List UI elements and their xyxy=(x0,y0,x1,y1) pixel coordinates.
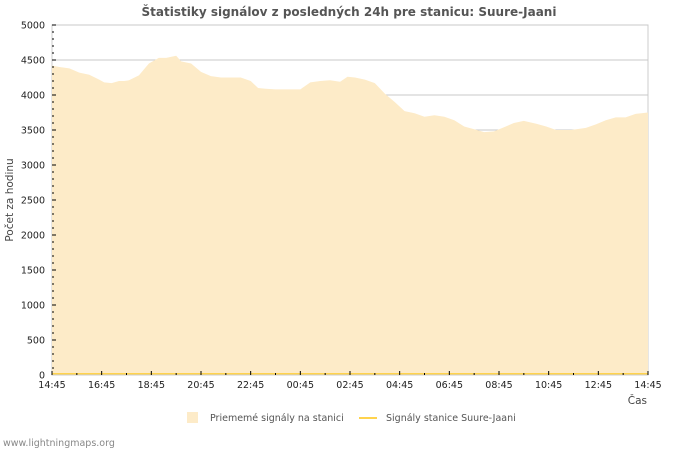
y-tick-label: 0 xyxy=(39,371,45,382)
y-tick-label: 1500 xyxy=(21,266,45,277)
y-tick-label: 1000 xyxy=(21,301,45,312)
legend-swatch-area xyxy=(187,412,198,423)
x-tick-label: 16:45 xyxy=(88,380,115,391)
x-tick-label: 14:45 xyxy=(634,380,661,391)
x-tick-label: 06:45 xyxy=(436,380,463,391)
y-tick-label: 3000 xyxy=(21,161,45,172)
x-tick-label: 04:45 xyxy=(386,380,413,391)
y-tick-label: 5000 xyxy=(21,21,45,32)
x-tick-label: 22:45 xyxy=(237,380,264,391)
chart-title: Štatistiky signálov z posledných 24h pre… xyxy=(142,4,557,19)
x-axis-label: Čas xyxy=(628,394,647,407)
x-tick-label: 02:45 xyxy=(336,380,363,391)
x-tick-label: 14:45 xyxy=(38,380,65,391)
x-tick-label: 08:45 xyxy=(485,380,512,391)
y-tick-label: 4000 xyxy=(21,91,45,102)
legend-label-line: Signály stanice Suure-Jaani xyxy=(386,413,516,424)
legend: Priememé signály na stanici Signály stan… xyxy=(187,412,516,424)
x-tick-label: 20:45 xyxy=(187,380,214,391)
y-axis-label: Počet za hodinu xyxy=(4,158,16,241)
y-tick-label: 2500 xyxy=(21,196,45,207)
y-tick-label: 3500 xyxy=(21,126,45,137)
y-tick-label: 2000 xyxy=(21,231,45,242)
x-tick-label: 10:45 xyxy=(535,380,562,391)
x-tick-label: 00:45 xyxy=(287,380,314,391)
watermark: www.lightningmaps.org xyxy=(3,438,115,449)
x-tick-label: 18:45 xyxy=(138,380,165,391)
y-tick-label: 500 xyxy=(27,336,45,347)
x-tick-label: 12:45 xyxy=(585,380,612,391)
legend-label-area: Priememé signály na stanici xyxy=(210,413,344,424)
y-tick-label: 4500 xyxy=(21,56,45,67)
area-series-received-signals xyxy=(52,55,648,376)
